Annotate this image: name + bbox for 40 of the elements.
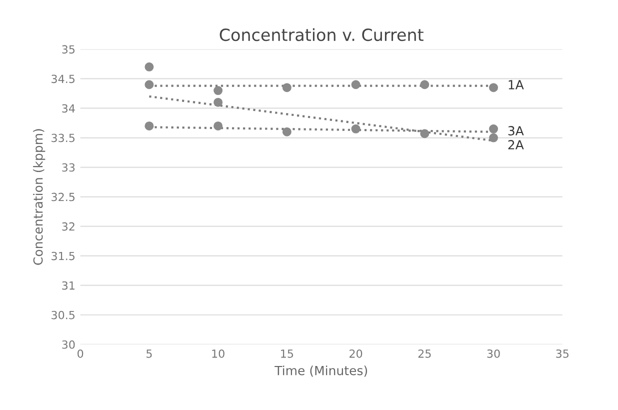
y-tick-label: 30 — [62, 340, 75, 349]
series-label: 1A — [508, 80, 524, 90]
y-tick-label: 32 — [62, 222, 74, 231]
point — [420, 129, 430, 138]
x-tick-label: 30 — [487, 349, 500, 358]
x-tick-label: 35 — [556, 349, 568, 358]
point — [351, 124, 360, 134]
x-tick-label: 5 — [146, 350, 152, 358]
chart-title: Concentration v. Current — [220, 28, 424, 42]
y-tick-label: 34 — [62, 104, 75, 113]
series-label: 3A — [508, 126, 524, 136]
point — [489, 124, 498, 134]
point — [351, 80, 360, 90]
x-tick-label: 0 — [78, 349, 84, 358]
y-tick-label: 32.5 — [52, 192, 75, 202]
point — [144, 62, 154, 72]
y-tick-label: 34.5 — [52, 74, 75, 84]
x-tick-label: 20 — [350, 349, 362, 358]
x-tick-label: 15 — [281, 350, 294, 358]
x-axis-title: Time (Minutes) — [274, 366, 368, 377]
point — [420, 80, 430, 90]
point — [144, 80, 154, 90]
point — [489, 83, 498, 92]
y-tick-label: 33 — [62, 163, 75, 172]
point — [214, 86, 223, 96]
x-tick-label: 25 — [418, 349, 431, 358]
y-tick-label: 31 — [62, 281, 74, 290]
point — [282, 83, 292, 92]
y-tick-label: 30.5 — [52, 310, 75, 320]
y-axis-title: Concentration (kppm) — [33, 129, 46, 265]
point — [144, 121, 154, 130]
y-tick-label: 31.5 — [52, 252, 75, 260]
point — [489, 133, 498, 142]
y-tick-label: 35 — [62, 45, 75, 54]
point — [214, 98, 223, 107]
y-tick-label: 33.5 — [52, 134, 75, 142]
series-label: 2A — [508, 140, 524, 150]
point — [282, 127, 292, 136]
point — [214, 121, 223, 130]
x-tick-label: 10 — [212, 349, 224, 358]
